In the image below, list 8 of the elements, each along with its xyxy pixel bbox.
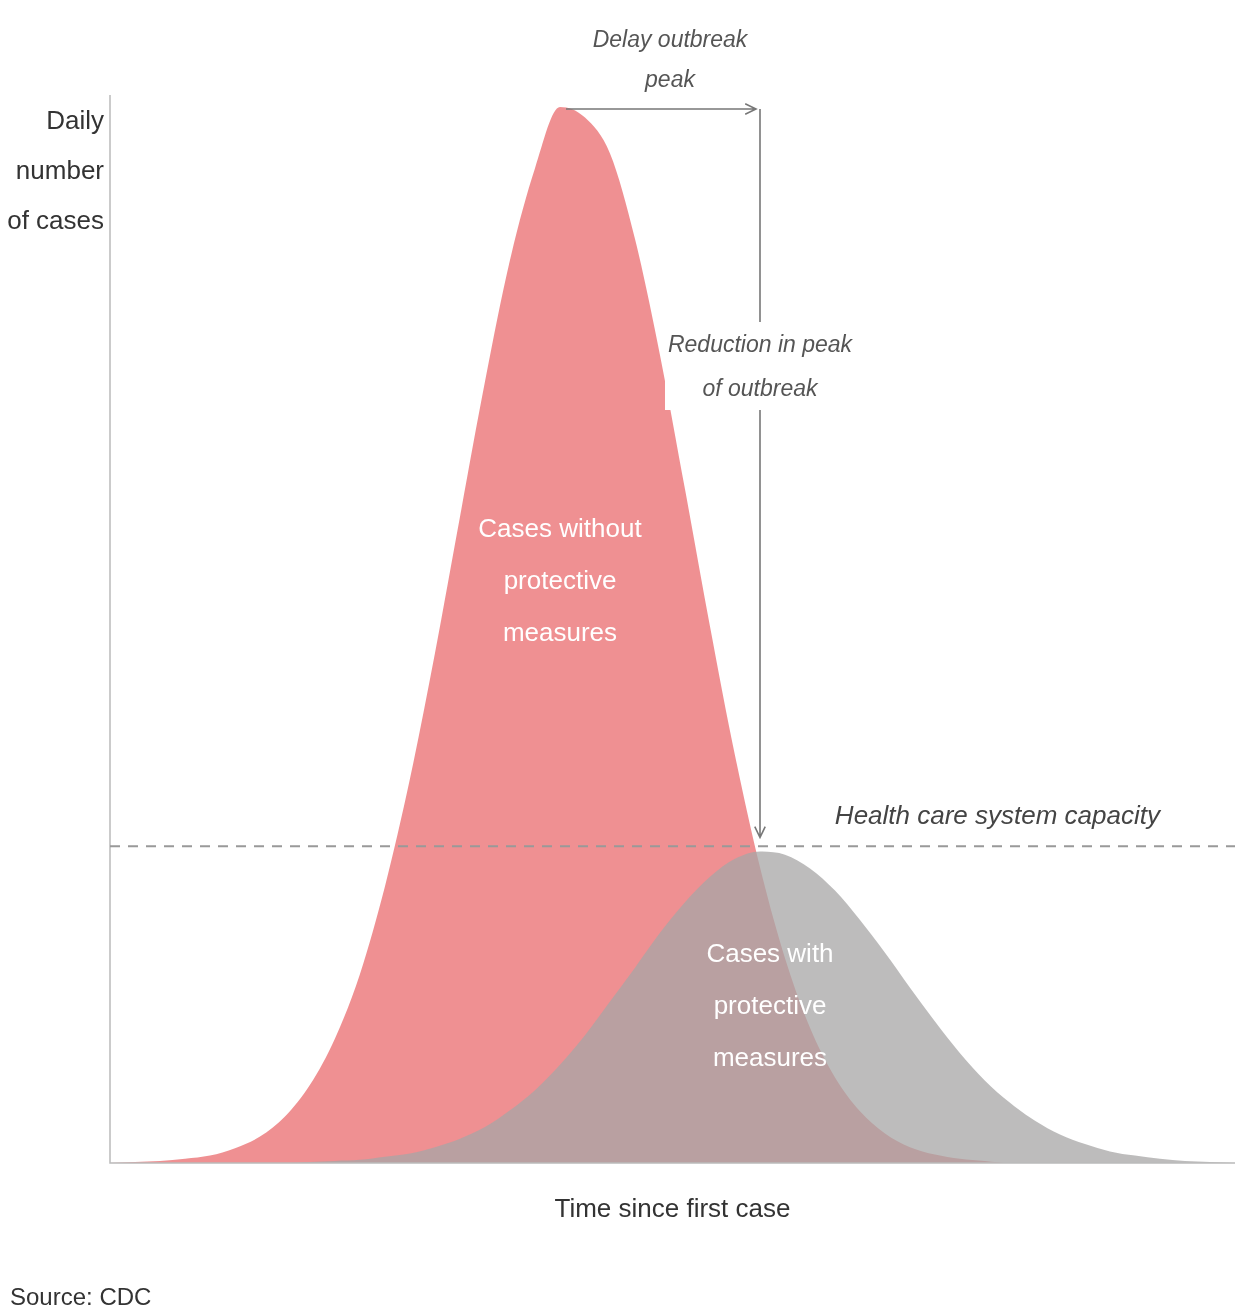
x-axis-title: Time since first case (554, 1193, 791, 1224)
y-axis-title: Daily number of cases (6, 104, 104, 237)
source-note: Source: CDC (10, 1283, 152, 1311)
series-label: Cases with protective measures (706, 938, 834, 1073)
series-label: Cases without protective measures (478, 513, 643, 648)
annotation: Reduction in peak of outbreak (665, 322, 855, 410)
ref-line-label: Health care system capacity (834, 800, 1162, 831)
text: Delay outbreak peak (591, 25, 749, 94)
